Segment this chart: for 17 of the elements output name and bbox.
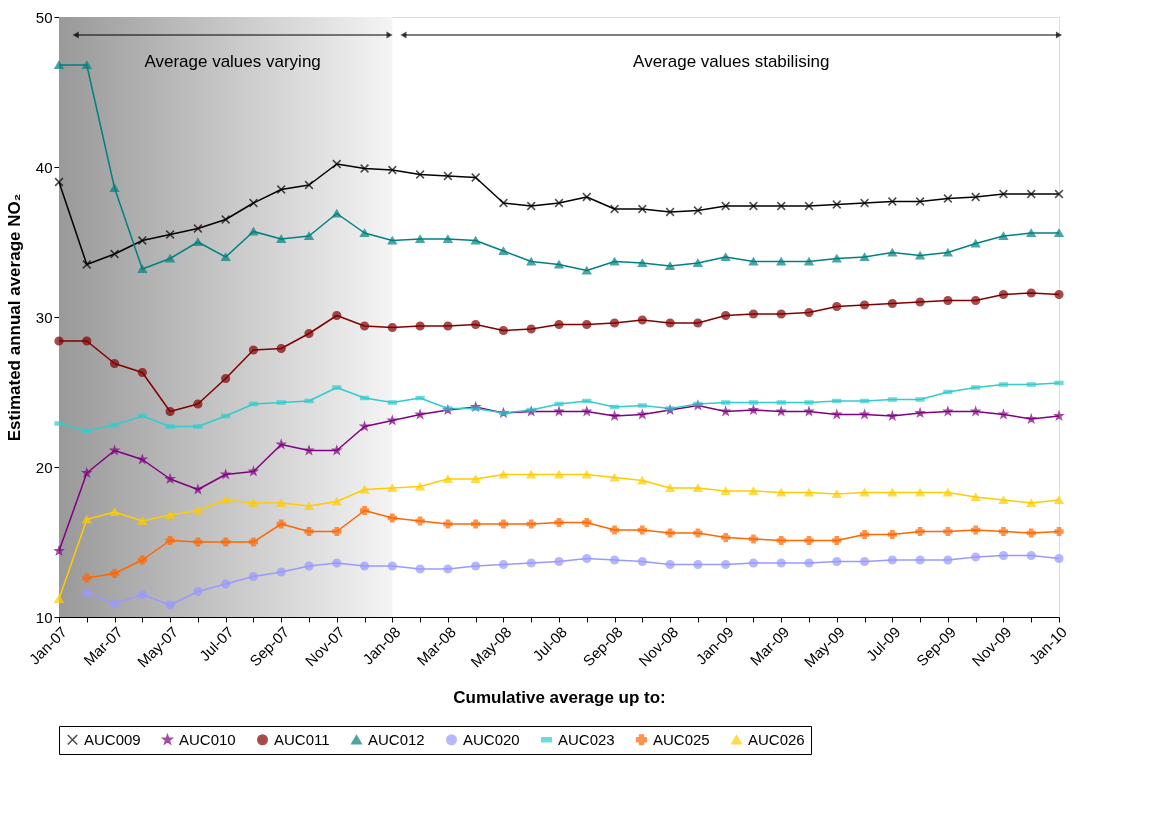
legend-label: AUC010 — [179, 730, 236, 748]
y-tick-label: 30 — [35, 308, 53, 326]
annotation: Average values varying — [144, 52, 321, 71]
y-tick-label: 50 — [35, 8, 53, 26]
legend-label: AUC012 — [368, 730, 425, 748]
legend-label: AUC025 — [653, 730, 710, 748]
legend-label: AUC020 — [463, 730, 520, 748]
legend-label: AUC023 — [558, 730, 615, 748]
legend-label: AUC009 — [84, 730, 141, 748]
y-tick-label: 40 — [35, 158, 53, 176]
y-axis-title: Estimated annual average NO₂ — [4, 193, 24, 442]
annotation: Average values stabilising — [633, 52, 830, 71]
legend-label: AUC011 — [274, 730, 330, 748]
y-tick-label: 10 — [35, 608, 53, 626]
y-tick-label: 20 — [35, 458, 53, 476]
legend-label: AUC026 — [748, 730, 805, 748]
x-axis-title: Cumulative average up to: — [453, 688, 666, 708]
